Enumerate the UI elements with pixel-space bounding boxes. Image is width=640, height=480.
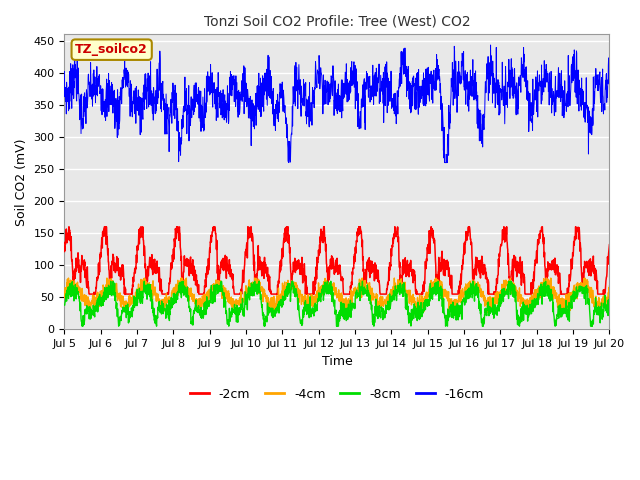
- Y-axis label: Soil CO2 (mV): Soil CO2 (mV): [15, 138, 28, 226]
- X-axis label: Time: Time: [321, 355, 352, 368]
- Legend: -2cm, -4cm, -8cm, -16cm: -2cm, -4cm, -8cm, -16cm: [185, 383, 489, 406]
- Title: Tonzi Soil CO2 Profile: Tree (West) CO2: Tonzi Soil CO2 Profile: Tree (West) CO2: [204, 15, 470, 29]
- Text: TZ_soilco2: TZ_soilco2: [76, 43, 148, 56]
